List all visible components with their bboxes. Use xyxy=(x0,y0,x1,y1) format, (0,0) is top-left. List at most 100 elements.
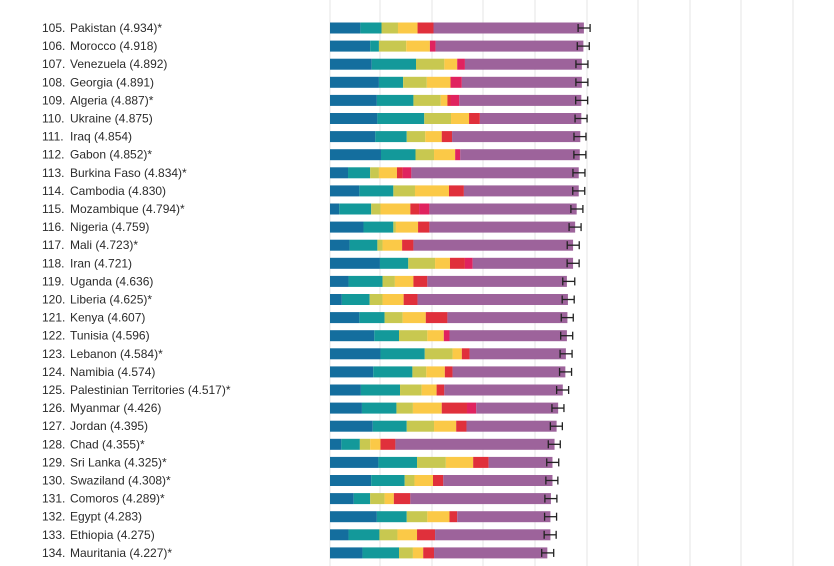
error-bar xyxy=(559,349,573,358)
bar-segment xyxy=(410,203,420,215)
bar-segment xyxy=(473,456,489,468)
bar-segment xyxy=(459,94,582,106)
bar-segment xyxy=(341,438,360,450)
bar-segment xyxy=(469,348,566,360)
error-bar xyxy=(560,313,574,322)
bar-segment xyxy=(348,275,383,287)
bar-segment xyxy=(402,167,412,179)
bar-segment xyxy=(376,94,414,106)
country-label: Ethiopia (4.275) xyxy=(70,528,155,542)
rank-label: 111. xyxy=(42,130,64,144)
error-bar xyxy=(577,24,591,32)
country-label: Tunisia (4.596) xyxy=(70,329,150,343)
bar-segment xyxy=(451,113,470,124)
bar-segment xyxy=(456,420,467,432)
country-label: Nigeria (4.759) xyxy=(70,220,149,234)
rank-label: 131. xyxy=(42,492,65,506)
rank-label: 109. xyxy=(42,93,65,107)
bar-segment xyxy=(412,402,442,414)
error-bar xyxy=(551,404,565,413)
error-bar xyxy=(575,60,589,69)
bar-segment xyxy=(436,384,445,396)
rank-label: 121. xyxy=(42,311,65,325)
bar-segment xyxy=(341,294,370,305)
country-label: Namibia (4.574) xyxy=(70,365,155,379)
bar-segment xyxy=(403,76,427,88)
bar-segment xyxy=(464,257,473,269)
bar-segment xyxy=(426,76,451,88)
country-label: Kenya (4.607) xyxy=(70,311,145,325)
country-label: Myanmar (4.426) xyxy=(70,401,161,415)
country-label: Jordan (4.395) xyxy=(70,419,148,433)
country-label: Sri Lanka (4.325)* xyxy=(70,455,167,469)
bar-segment xyxy=(330,149,381,161)
rank-label: 119. xyxy=(42,274,64,288)
bar-segment xyxy=(408,257,436,269)
bar-segment xyxy=(417,22,434,34)
bar-segment xyxy=(360,384,401,396)
bar-segment xyxy=(418,221,430,233)
rank-label: 126. xyxy=(42,401,65,415)
bar-segment xyxy=(359,438,371,450)
bar-segment xyxy=(382,239,403,251)
rank-label: 124. xyxy=(42,365,65,379)
bar-segment xyxy=(434,547,548,559)
country-label: Iraq (4.854) xyxy=(70,130,132,144)
bar-segment xyxy=(479,113,582,124)
rank-label: 122. xyxy=(42,329,65,343)
error-bar xyxy=(544,494,558,503)
bar-segment xyxy=(339,203,372,215)
bar-segment xyxy=(330,167,349,179)
bar-segment xyxy=(359,185,394,197)
error-bar xyxy=(545,476,559,485)
rank-label: 130. xyxy=(42,474,65,488)
bar-segment xyxy=(330,257,380,269)
bar-segment xyxy=(464,58,582,70)
error-bar xyxy=(543,512,558,521)
bar-segment xyxy=(441,402,467,414)
country-label: Iran (4.721) xyxy=(70,256,132,270)
bar-segment xyxy=(412,366,427,378)
bar-segment xyxy=(457,58,465,70)
bar-segment xyxy=(370,40,379,52)
error-bar xyxy=(570,205,584,213)
error-bar xyxy=(573,150,587,159)
bar-segment xyxy=(443,330,450,342)
bar-segment xyxy=(433,475,444,486)
error-bar xyxy=(566,259,580,268)
bar-segment xyxy=(402,312,426,324)
bar-segment xyxy=(372,420,407,432)
bar-segment xyxy=(380,203,411,215)
bar-segment xyxy=(460,149,580,161)
bar-segment xyxy=(419,203,430,215)
country-label: Chad (4.355)* xyxy=(70,437,145,451)
bar-segment xyxy=(413,239,574,251)
bar-segment xyxy=(449,330,567,342)
bar-segment xyxy=(330,511,377,523)
bar-segment xyxy=(370,438,381,450)
bar-segment xyxy=(469,113,480,124)
bar-segment xyxy=(404,475,415,486)
bar-segment xyxy=(330,493,354,505)
bar-segment xyxy=(455,149,461,161)
bar-segment xyxy=(414,185,449,197)
bar-segment xyxy=(359,312,385,324)
bar-segment xyxy=(463,185,579,197)
bar-segment xyxy=(330,547,363,559)
bar-segment xyxy=(330,203,340,215)
bar-segment xyxy=(330,221,364,233)
bar-segment xyxy=(417,529,436,541)
bar-segment xyxy=(330,131,376,143)
bar-segment xyxy=(427,330,444,342)
bar-segment xyxy=(362,547,399,559)
bar-segment xyxy=(429,40,436,52)
bar-segment xyxy=(330,366,374,378)
bar-segment xyxy=(427,275,567,287)
bar-segment xyxy=(472,257,574,269)
bar-segment xyxy=(379,257,409,269)
bar-segment xyxy=(417,456,446,468)
rank-label: 128. xyxy=(42,437,65,451)
rank-label: 134. xyxy=(42,546,65,560)
country-label: Ukraine (4.875) xyxy=(70,112,153,126)
